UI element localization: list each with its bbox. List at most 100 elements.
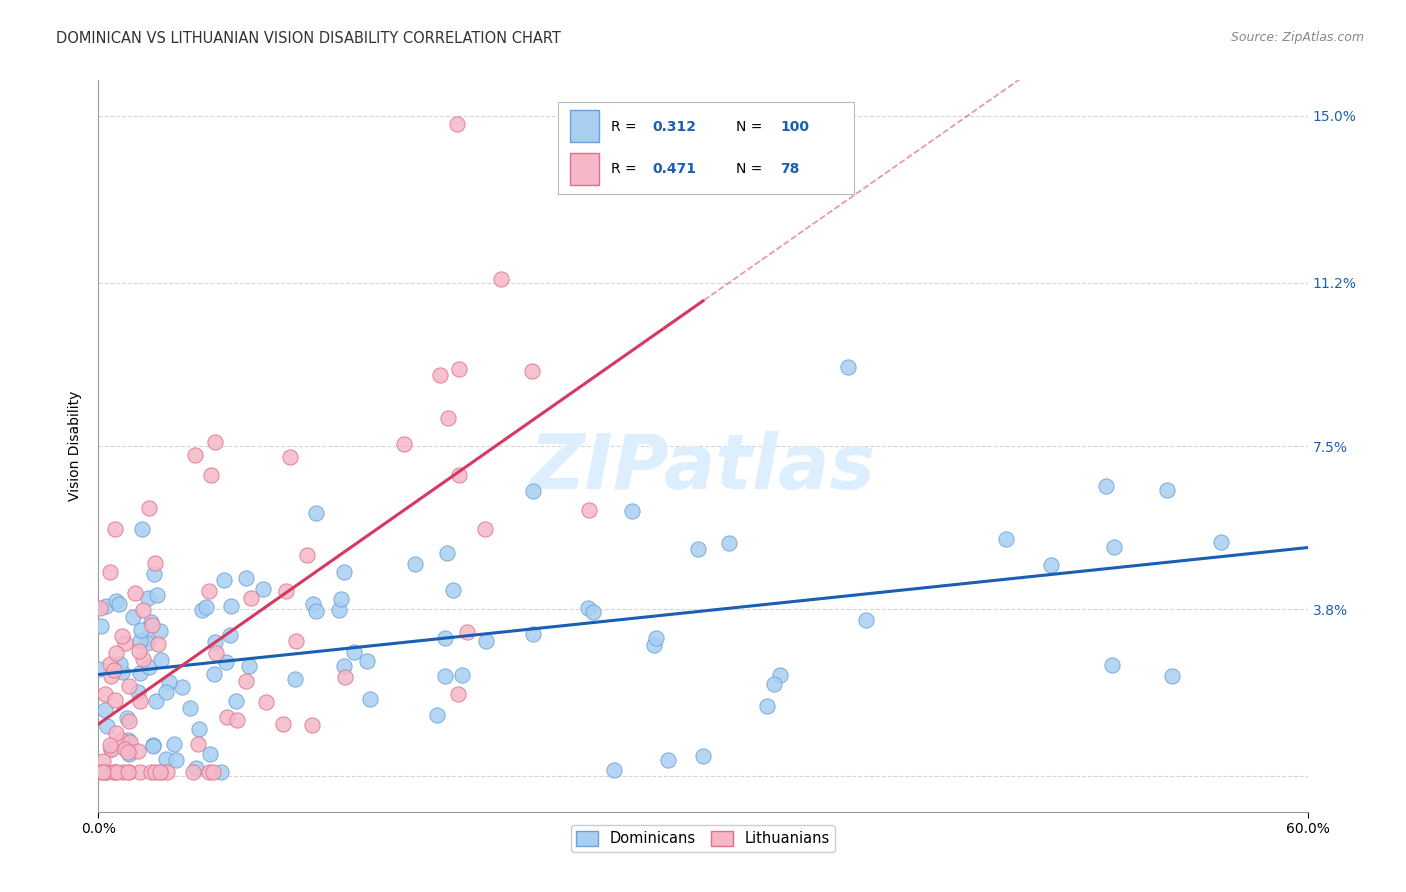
Point xyxy=(433,632,456,646)
Point xyxy=(181,765,204,780)
Point xyxy=(273,717,295,731)
Point xyxy=(143,556,166,570)
Point xyxy=(204,635,226,649)
Point xyxy=(138,500,160,515)
Point xyxy=(170,680,193,694)
Point xyxy=(437,411,460,425)
Point xyxy=(643,638,665,652)
Point xyxy=(90,765,112,780)
Point xyxy=(522,483,544,498)
Point xyxy=(96,719,118,733)
Point xyxy=(91,754,114,768)
Point xyxy=(114,636,136,650)
Point xyxy=(155,685,177,699)
Point xyxy=(150,652,173,666)
Point xyxy=(1161,669,1184,683)
Point xyxy=(621,504,644,518)
Point xyxy=(450,668,472,682)
Point xyxy=(131,522,153,536)
Point xyxy=(301,718,323,732)
Point xyxy=(100,669,122,683)
Point xyxy=(1209,534,1232,549)
Point xyxy=(163,737,186,751)
Point xyxy=(475,634,498,648)
Point xyxy=(103,663,125,677)
Point xyxy=(474,522,496,536)
Point xyxy=(855,613,877,627)
Point xyxy=(295,548,318,562)
Point xyxy=(717,536,740,550)
Point xyxy=(520,364,543,378)
Point xyxy=(142,738,165,752)
Point xyxy=(343,645,366,659)
Point xyxy=(235,571,257,585)
Point xyxy=(226,713,249,727)
Point xyxy=(1104,540,1126,554)
Point xyxy=(333,565,356,579)
Point xyxy=(356,654,378,668)
Y-axis label: Vision Disability: Vision Disability xyxy=(69,391,83,501)
Point xyxy=(217,710,239,724)
Point xyxy=(132,603,155,617)
Point xyxy=(98,738,121,752)
Point xyxy=(118,679,141,693)
Point xyxy=(219,599,242,613)
Point xyxy=(328,603,350,617)
Legend: Dominicans, Lithuanians: Dominicans, Lithuanians xyxy=(571,825,835,852)
Point xyxy=(128,634,150,648)
Point xyxy=(149,765,172,780)
Point xyxy=(447,362,470,376)
Point xyxy=(603,764,626,778)
Point xyxy=(522,627,544,641)
Point xyxy=(146,637,169,651)
Point xyxy=(132,651,155,665)
Point xyxy=(252,582,274,597)
Point xyxy=(449,467,471,482)
Point xyxy=(184,761,207,775)
Point xyxy=(333,670,356,684)
Text: ZIPatlas: ZIPatlas xyxy=(530,431,876,505)
Point xyxy=(100,742,122,756)
Point xyxy=(143,765,166,780)
Point xyxy=(117,732,139,747)
Point xyxy=(692,748,714,763)
Point xyxy=(392,437,415,451)
Point xyxy=(276,583,298,598)
Point xyxy=(94,599,117,613)
Point xyxy=(117,765,139,780)
Point xyxy=(305,507,328,521)
Point xyxy=(165,753,187,767)
Point xyxy=(145,694,167,708)
Point xyxy=(441,582,464,597)
Point xyxy=(118,747,141,761)
Point xyxy=(112,765,135,780)
Point xyxy=(576,600,599,615)
Point xyxy=(98,657,121,671)
Point xyxy=(240,591,263,606)
Point xyxy=(285,634,308,648)
Point xyxy=(204,434,226,449)
Point xyxy=(93,765,115,780)
Text: Source: ZipAtlas.com: Source: ZipAtlas.com xyxy=(1230,31,1364,45)
Point xyxy=(110,733,132,747)
Point xyxy=(688,542,710,557)
Point xyxy=(156,765,179,780)
Point xyxy=(104,765,127,780)
Point xyxy=(136,591,159,605)
Point xyxy=(456,625,478,640)
Point xyxy=(436,546,458,560)
Point xyxy=(111,665,134,679)
Point xyxy=(141,765,163,780)
Point xyxy=(127,744,149,758)
Point xyxy=(305,604,328,618)
Point xyxy=(105,594,128,608)
Point xyxy=(143,566,166,581)
Point xyxy=(98,566,121,580)
Point xyxy=(404,558,426,572)
Point xyxy=(254,695,277,709)
Point xyxy=(1156,483,1178,497)
Point xyxy=(90,619,112,633)
Point xyxy=(115,711,138,725)
Point xyxy=(198,765,221,780)
Point xyxy=(104,646,127,660)
